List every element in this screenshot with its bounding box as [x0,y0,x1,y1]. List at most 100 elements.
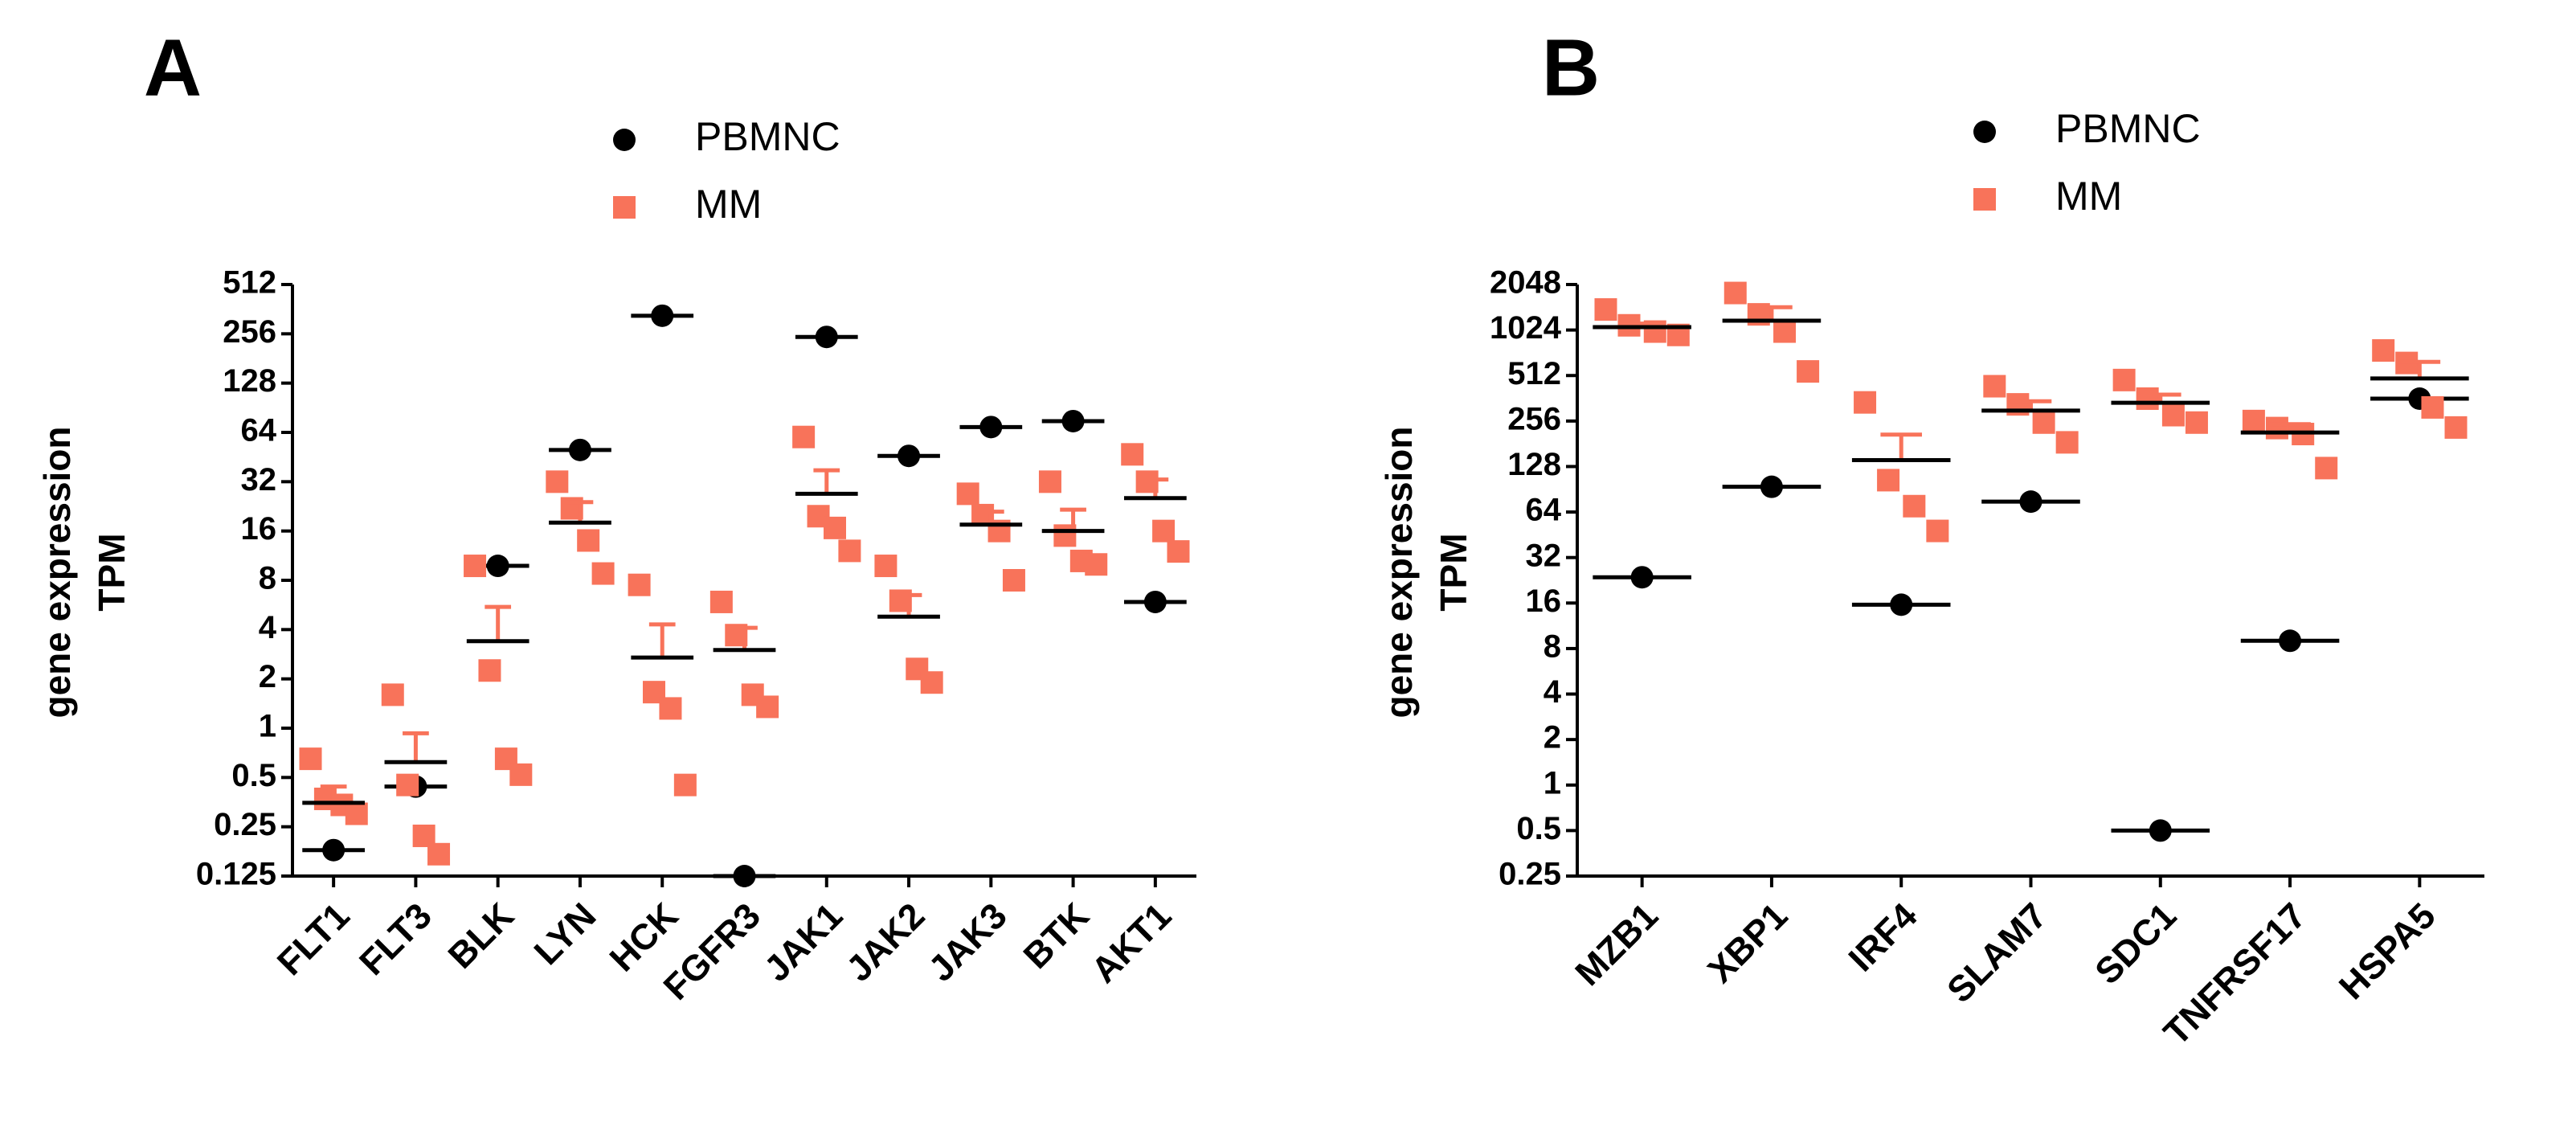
mm-point [509,763,533,786]
pbmnc-point [2149,819,2172,842]
mm-point [824,516,846,539]
mm-point [1797,360,1820,383]
mm-point [1594,298,1617,321]
x-tick-label: BLK [440,895,522,977]
pbmnc-point [979,416,1003,439]
mm-point [1121,443,1144,466]
y-tick-label: 64 [1526,493,1562,528]
pbmnc-point [1973,121,1996,143]
legend-label: MM [2055,174,2122,219]
y-tick-label: 16 [241,511,277,547]
mm-point [613,196,636,219]
pbmnc-point [733,865,756,887]
mm-point [2265,416,2288,440]
pbmnc-point [1760,475,1783,498]
legend-label: PBMNC [2055,106,2201,151]
mm-point [2242,409,2265,432]
mm-point [709,590,733,613]
mm-point [396,773,419,796]
x-tick-label: LYN [526,895,604,973]
pbmnc-point [322,838,346,862]
mm-point [299,747,322,771]
panel-label: A [144,23,202,113]
mm-point [1973,188,1996,211]
x-tick-label: AKT1 [1083,895,1179,990]
mm-point [577,529,600,552]
legend-label: MM [695,182,762,227]
x-tick-label: XBP1 [1699,895,1795,990]
panel-label: B [1542,23,1600,113]
mm-point [2055,431,2079,454]
x-tick-label: FLT1 [269,895,358,983]
y-tick-label: 16 [1526,584,1562,619]
mm-point [2032,411,2055,434]
y-tick-label: 2 [1544,720,1561,756]
mm-point [2421,395,2444,419]
mm-point [591,562,615,585]
x-tick-label: TNFRSF17 [2156,895,2314,1053]
mm-point [756,695,779,719]
mm-point [673,773,697,796]
x-tick-label: JAK1 [756,895,850,989]
y-tick-label: 8 [1544,629,1561,664]
mm-point [1877,469,1900,492]
mm-point [838,539,861,563]
mm-point [1926,519,1949,543]
pbmnc-point [815,326,838,349]
pbmnc-point [568,438,591,461]
x-tick-label: IRF4 [1841,895,1925,979]
x-tick-label: FLT3 [351,895,440,983]
y-tick-label: 32 [241,462,277,498]
x-tick-label: JAK3 [920,895,1014,989]
mm-point [2136,387,2159,410]
y-tick-label: 2 [259,659,276,694]
mm-point [1723,281,1747,305]
y-axis-label: TPM [91,533,133,611]
y-axis-label: gene expression [36,426,78,718]
mm-point [956,482,979,506]
y-tick-label: 256 [1507,401,1561,436]
mm-point [874,555,898,578]
mm-point [2315,457,2338,480]
mm-point [464,555,487,578]
mm-point [2161,403,2185,427]
pbmnc-point [1630,566,1654,589]
pbmnc-point [2019,490,2042,514]
y-tick-label: 128 [1507,447,1561,482]
pbmnc-point [651,304,674,327]
mm-point [2444,416,2468,439]
mm-point [1983,375,2006,398]
y-tick-label: 256 [223,314,276,350]
mm-point [920,671,943,694]
y-tick-label: 0.5 [231,758,276,793]
pbmnc-point [1143,590,1167,613]
mm-point [792,425,816,448]
y-tick-label: 1 [1544,765,1561,801]
y-tick-label: 0.25 [1499,857,1561,892]
mm-point [1854,391,1877,414]
mm-point [345,802,368,825]
pbmnc-point [1061,409,1085,432]
mm-point [659,697,682,720]
mm-point [1152,519,1176,543]
mm-point [1002,569,1025,592]
y-tick-label: 512 [1507,356,1561,391]
mm-point [2112,368,2136,391]
y-tick-label: 512 [223,265,276,301]
mm-point [478,659,501,682]
pbmnc-point [1890,593,1913,616]
y-tick-label: 128 [223,363,276,399]
mm-point [2185,411,2208,434]
y-tick-label: 32 [1526,538,1562,573]
mm-point [381,683,404,706]
y-axis-label: gene expression [1378,426,1420,718]
mm-point [1167,540,1190,563]
y-tick-label: 1024 [1490,310,1562,346]
y-axis-label: TPM [1433,533,1474,611]
pbmnc-point [898,444,921,468]
x-tick-label: SDC1 [2087,895,2184,992]
mm-point [427,842,451,866]
